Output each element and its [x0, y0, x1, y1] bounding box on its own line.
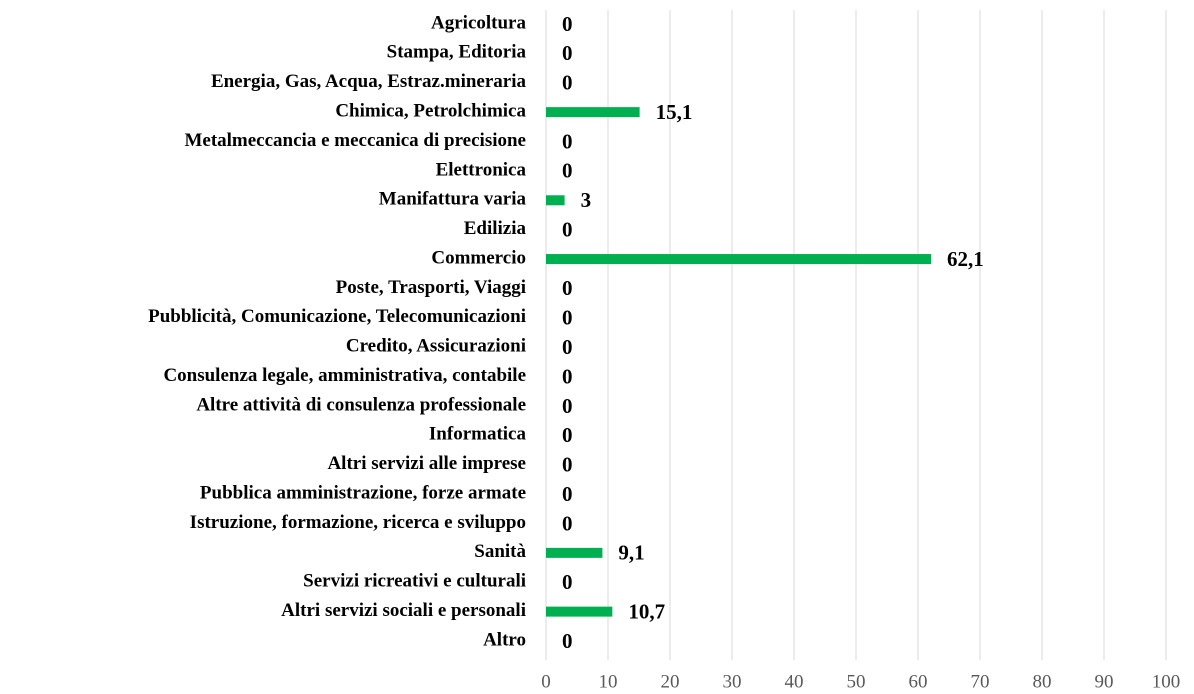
data-label: 0 [562, 335, 573, 359]
category-label: Credito, Assicurazioni [346, 336, 526, 357]
category-label: Consulenza legale, amministrativa, conta… [163, 365, 526, 386]
data-label: 0 [562, 12, 573, 36]
x-tick-label: 10 [599, 671, 618, 692]
category-label: Informatica [429, 424, 527, 445]
bar [546, 254, 932, 265]
data-label: 0 [562, 482, 573, 506]
data-label: 0 [562, 423, 573, 447]
data-label: 0 [562, 629, 573, 653]
category-label: Edilizia [464, 218, 527, 239]
data-label: 10,7 [628, 599, 665, 623]
category-label: Agricoltura [431, 12, 526, 33]
category-label: Pubblicità, Comunicazione, Telecomunicaz… [148, 306, 526, 327]
data-label: 0 [562, 570, 573, 594]
category-label: Energia, Gas, Acqua, Estraz.mineraria [211, 71, 527, 92]
category-label: Pubblica amministrazione, forze armate [200, 482, 526, 503]
data-label: 9,1 [618, 541, 644, 565]
data-label: 0 [562, 217, 573, 241]
data-label: 0 [562, 276, 573, 300]
data-label: 0 [562, 306, 573, 330]
category-label: Servizi ricreativi e culturali [303, 571, 526, 592]
data-label: 15,1 [656, 100, 693, 124]
x-tick-label: 70 [971, 671, 990, 692]
category-label: Altro [483, 629, 526, 650]
category-label: Sanità [474, 541, 526, 562]
category-label: Metalmeccancia e meccanica di precisione [184, 130, 526, 151]
x-tick-label: 100 [1152, 671, 1181, 692]
x-tick-label: 60 [909, 671, 928, 692]
data-label: 0 [562, 364, 573, 388]
data-label: 0 [562, 394, 573, 418]
category-label: Altri servizi alle imprese [327, 453, 526, 474]
category-label: Commercio [431, 247, 526, 268]
bar [546, 606, 613, 617]
x-tick-label: 0 [541, 671, 551, 692]
category-label: Elettronica [436, 159, 527, 180]
category-label: Altri servizi sociali e personali [281, 600, 526, 621]
category-label: Chimica, Petrolchimica [335, 101, 526, 122]
x-tick-label: 50 [847, 671, 866, 692]
category-label: Manifattura varia [379, 189, 527, 210]
data-label: 0 [562, 71, 573, 95]
bar [546, 107, 640, 118]
data-label: 62,1 [947, 247, 984, 271]
x-tick-label: 80 [1033, 671, 1052, 692]
bar [546, 547, 603, 558]
data-label: 0 [562, 159, 573, 183]
category-label: Altre attività di consulenza professiona… [196, 394, 526, 415]
x-tick-label: 20 [661, 671, 680, 692]
category-label: Poste, Trasporti, Viaggi [336, 277, 526, 298]
x-tick-label: 40 [785, 671, 804, 692]
bar [546, 195, 565, 206]
category-label: Istruzione, formazione, ricerca e svilup… [190, 512, 526, 533]
category-label: Stampa, Editoria [387, 42, 527, 63]
data-label: 0 [562, 41, 573, 65]
data-label: 0 [562, 129, 573, 153]
data-label: 0 [562, 453, 573, 477]
data-label: 0 [562, 511, 573, 535]
data-label: 3 [581, 188, 592, 212]
x-tick-label: 90 [1095, 671, 1114, 692]
x-tick-label: 30 [723, 671, 742, 692]
